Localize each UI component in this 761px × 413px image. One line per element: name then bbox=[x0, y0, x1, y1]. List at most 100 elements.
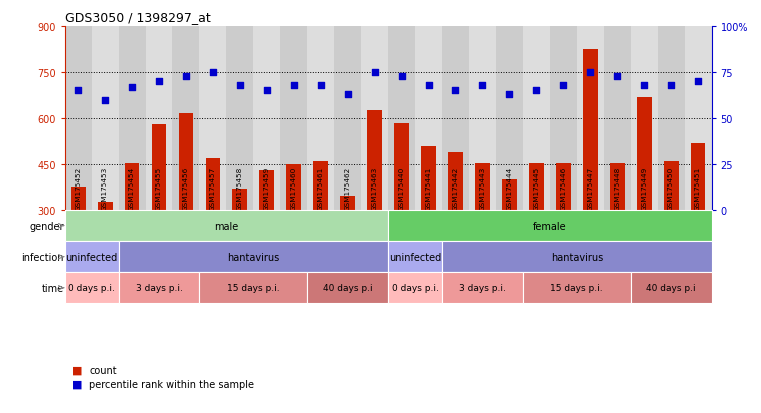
Bar bbox=[577, 27, 603, 211]
Bar bbox=[529, 163, 544, 303]
Text: GDS3050 / 1398297_at: GDS3050 / 1398297_at bbox=[65, 11, 211, 24]
Bar bbox=[631, 273, 712, 304]
Bar bbox=[119, 273, 199, 304]
Text: GSM175456: GSM175456 bbox=[183, 166, 189, 210]
Text: GSM175457: GSM175457 bbox=[210, 166, 216, 210]
Point bbox=[557, 82, 569, 89]
Point bbox=[288, 82, 300, 89]
Text: GSM175443: GSM175443 bbox=[479, 166, 486, 210]
Point bbox=[422, 82, 435, 89]
Point bbox=[503, 92, 515, 98]
Bar bbox=[199, 273, 307, 304]
Text: GSM175460: GSM175460 bbox=[291, 166, 297, 210]
Point bbox=[72, 88, 84, 95]
Text: 3 days p.i.: 3 days p.i. bbox=[135, 284, 183, 292]
Bar bbox=[307, 27, 334, 211]
Bar bbox=[475, 163, 490, 303]
Bar bbox=[523, 273, 631, 304]
Text: ■: ■ bbox=[72, 365, 83, 375]
Point bbox=[368, 69, 380, 76]
Bar bbox=[664, 161, 679, 303]
Point bbox=[153, 78, 165, 85]
Bar bbox=[388, 27, 415, 211]
Bar bbox=[334, 27, 361, 211]
Bar bbox=[307, 273, 388, 304]
Point bbox=[180, 73, 192, 80]
Text: GSM175459: GSM175459 bbox=[264, 166, 270, 210]
Bar bbox=[340, 197, 355, 303]
Bar bbox=[368, 111, 382, 303]
Bar bbox=[658, 27, 685, 211]
Bar bbox=[442, 273, 523, 304]
Bar bbox=[388, 273, 442, 304]
Bar bbox=[253, 27, 280, 211]
Bar bbox=[388, 211, 712, 242]
Bar bbox=[173, 27, 199, 211]
Bar bbox=[361, 27, 388, 211]
Text: uninfected: uninfected bbox=[389, 252, 441, 262]
Text: 40 days p.i: 40 days p.i bbox=[323, 284, 372, 292]
Point bbox=[234, 82, 246, 89]
Point bbox=[450, 88, 462, 95]
Point bbox=[638, 82, 650, 89]
Bar bbox=[442, 242, 712, 273]
Text: GSM175440: GSM175440 bbox=[399, 166, 405, 210]
Text: 40 days p.i: 40 days p.i bbox=[646, 284, 696, 292]
Text: 0 days p.i.: 0 days p.i. bbox=[68, 284, 115, 292]
Point bbox=[476, 82, 489, 89]
Bar bbox=[280, 27, 307, 211]
Point bbox=[396, 73, 408, 80]
Bar bbox=[227, 27, 253, 211]
Bar bbox=[496, 27, 523, 211]
Bar bbox=[631, 27, 658, 211]
Bar bbox=[71, 188, 85, 303]
Bar bbox=[610, 163, 625, 303]
Bar bbox=[550, 27, 577, 211]
Point bbox=[314, 82, 326, 89]
Text: GSM175463: GSM175463 bbox=[371, 166, 377, 210]
Text: 3 days p.i.: 3 days p.i. bbox=[459, 284, 506, 292]
Text: GSM175454: GSM175454 bbox=[129, 166, 135, 210]
Text: male: male bbox=[215, 221, 238, 231]
Text: percentile rank within the sample: percentile rank within the sample bbox=[89, 379, 254, 389]
Text: GSM175450: GSM175450 bbox=[668, 166, 674, 210]
Text: GSM175445: GSM175445 bbox=[533, 166, 540, 210]
Text: GSM175462: GSM175462 bbox=[345, 166, 351, 210]
Text: hantavirus: hantavirus bbox=[228, 252, 279, 262]
Bar bbox=[314, 161, 328, 303]
Bar bbox=[65, 27, 91, 211]
Bar bbox=[119, 27, 145, 211]
Point bbox=[261, 88, 273, 95]
Bar bbox=[232, 189, 247, 303]
Text: GSM175451: GSM175451 bbox=[695, 166, 701, 210]
Bar bbox=[415, 27, 442, 211]
Text: GSM175458: GSM175458 bbox=[237, 166, 243, 210]
Text: gender: gender bbox=[29, 221, 64, 231]
Point bbox=[692, 78, 704, 85]
Bar bbox=[145, 27, 173, 211]
Bar bbox=[260, 171, 274, 303]
Text: GSM175444: GSM175444 bbox=[506, 166, 512, 210]
Bar bbox=[65, 273, 119, 304]
Bar bbox=[442, 27, 469, 211]
Text: ■: ■ bbox=[72, 379, 83, 389]
Text: 0 days p.i.: 0 days p.i. bbox=[392, 284, 438, 292]
Bar bbox=[388, 242, 442, 273]
Bar bbox=[691, 143, 705, 303]
Point bbox=[584, 69, 597, 76]
Text: count: count bbox=[89, 365, 116, 375]
Bar bbox=[421, 146, 436, 303]
Text: uninfected: uninfected bbox=[65, 252, 118, 262]
Text: GSM175447: GSM175447 bbox=[587, 166, 594, 210]
Point bbox=[207, 69, 219, 76]
Text: GSM175455: GSM175455 bbox=[156, 166, 162, 210]
Text: time: time bbox=[42, 283, 64, 293]
Bar bbox=[286, 165, 301, 303]
Text: GSM175449: GSM175449 bbox=[642, 166, 647, 210]
Text: 15 days p.i.: 15 days p.i. bbox=[227, 284, 279, 292]
Text: GSM175441: GSM175441 bbox=[425, 166, 431, 210]
Point bbox=[342, 92, 354, 98]
Bar bbox=[119, 242, 388, 273]
Text: female: female bbox=[533, 221, 567, 231]
Bar bbox=[502, 180, 517, 303]
